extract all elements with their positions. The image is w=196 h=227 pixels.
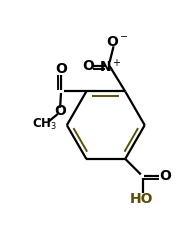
Text: O: O <box>54 104 66 118</box>
Text: CH$_3$: CH$_3$ <box>32 117 57 132</box>
Text: O: O <box>55 62 67 76</box>
Text: O: O <box>82 59 94 73</box>
Text: O$^-$: O$^-$ <box>106 35 129 49</box>
Text: N$^+$: N$^+$ <box>99 57 122 75</box>
Text: O: O <box>159 169 171 183</box>
Text: HO: HO <box>130 192 153 206</box>
